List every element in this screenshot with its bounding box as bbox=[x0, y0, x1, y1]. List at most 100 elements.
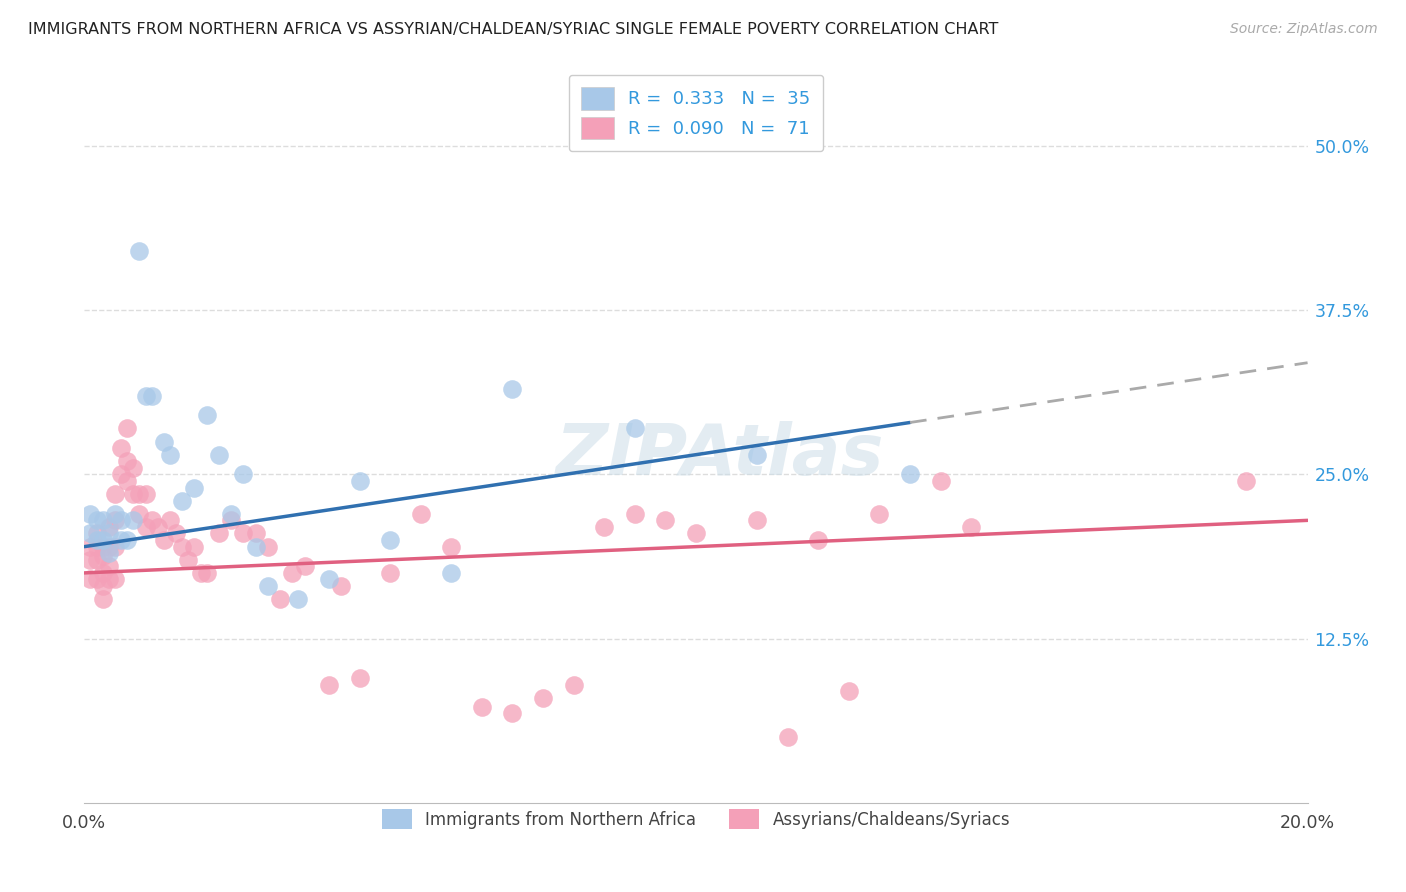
Point bbox=[91, 540, 114, 554]
Point bbox=[115, 474, 138, 488]
Point bbox=[245, 540, 267, 554]
Point bbox=[91, 579, 114, 593]
Point bbox=[380, 566, 402, 580]
Point bbox=[79, 526, 101, 541]
Point bbox=[86, 540, 108, 554]
Point bbox=[330, 579, 353, 593]
Point bbox=[97, 520, 120, 534]
Point bbox=[104, 513, 127, 527]
Point bbox=[110, 533, 132, 547]
Point bbox=[294, 559, 316, 574]
Point bbox=[502, 706, 524, 721]
Point bbox=[122, 460, 145, 475]
Point bbox=[624, 507, 647, 521]
Point bbox=[562, 677, 585, 691]
Point bbox=[122, 513, 145, 527]
Point bbox=[97, 526, 120, 541]
Point bbox=[172, 540, 194, 554]
Point bbox=[159, 513, 181, 527]
Point bbox=[208, 526, 231, 541]
Point bbox=[91, 566, 114, 580]
Point bbox=[287, 592, 309, 607]
Point bbox=[86, 573, 108, 587]
Point bbox=[91, 513, 114, 527]
Point bbox=[91, 533, 114, 547]
Point bbox=[349, 474, 371, 488]
Point bbox=[269, 592, 291, 607]
Point bbox=[97, 559, 120, 574]
Point bbox=[869, 507, 891, 521]
Point bbox=[654, 513, 676, 527]
Point bbox=[318, 677, 340, 691]
Point bbox=[153, 533, 176, 547]
Point bbox=[91, 549, 114, 563]
Point bbox=[104, 487, 127, 501]
Point bbox=[349, 671, 371, 685]
Point bbox=[128, 507, 150, 521]
Text: Source: ZipAtlas.com: Source: ZipAtlas.com bbox=[1230, 22, 1378, 37]
Point bbox=[685, 526, 707, 541]
Point bbox=[409, 507, 432, 521]
Point bbox=[141, 388, 163, 402]
Point bbox=[135, 388, 157, 402]
Point bbox=[232, 526, 254, 541]
Point bbox=[232, 467, 254, 482]
Point bbox=[257, 579, 280, 593]
Point bbox=[593, 520, 616, 534]
Legend: Immigrants from Northern Africa, Assyrians/Chaldeans/Syriacs: Immigrants from Northern Africa, Assyria… bbox=[374, 801, 1018, 838]
Point bbox=[183, 540, 205, 554]
Point bbox=[440, 540, 463, 554]
Point bbox=[153, 434, 176, 449]
Point bbox=[747, 513, 769, 527]
Point bbox=[115, 454, 138, 468]
Point bbox=[318, 573, 340, 587]
Point bbox=[838, 684, 860, 698]
Point bbox=[97, 540, 120, 554]
Point bbox=[257, 540, 280, 554]
Point bbox=[807, 533, 830, 547]
Point bbox=[79, 553, 101, 567]
Point bbox=[135, 520, 157, 534]
Point bbox=[104, 540, 127, 554]
Point bbox=[190, 566, 212, 580]
Point bbox=[115, 421, 138, 435]
Point bbox=[380, 533, 402, 547]
Point bbox=[104, 507, 127, 521]
Point bbox=[97, 546, 120, 560]
Point bbox=[177, 553, 200, 567]
Point bbox=[471, 699, 494, 714]
Point bbox=[172, 493, 194, 508]
Point bbox=[110, 513, 132, 527]
Point bbox=[281, 566, 304, 580]
Point bbox=[79, 573, 101, 587]
Point bbox=[195, 566, 218, 580]
Point bbox=[115, 533, 138, 547]
Text: IMMIGRANTS FROM NORTHERN AFRICA VS ASSYRIAN/CHALDEAN/SYRIAC SINGLE FEMALE POVERT: IMMIGRANTS FROM NORTHERN AFRICA VS ASSYR… bbox=[28, 22, 998, 37]
Text: ZIPAtlas: ZIPAtlas bbox=[557, 422, 884, 491]
Point bbox=[898, 467, 921, 482]
Point bbox=[146, 520, 169, 534]
Point bbox=[86, 513, 108, 527]
Point bbox=[128, 487, 150, 501]
Point bbox=[159, 448, 181, 462]
Point bbox=[219, 513, 242, 527]
Point bbox=[79, 540, 101, 554]
Point bbox=[104, 573, 127, 587]
Point bbox=[122, 487, 145, 501]
Point bbox=[86, 533, 108, 547]
Point bbox=[960, 520, 983, 534]
Point bbox=[776, 730, 799, 744]
Point bbox=[1236, 474, 1258, 488]
Point bbox=[208, 448, 231, 462]
Point bbox=[502, 382, 524, 396]
Point bbox=[440, 566, 463, 580]
Point bbox=[183, 481, 205, 495]
Point bbox=[79, 507, 101, 521]
Point bbox=[86, 526, 108, 541]
Point bbox=[110, 441, 132, 455]
Point bbox=[135, 487, 157, 501]
Point bbox=[531, 690, 554, 705]
Point bbox=[97, 573, 120, 587]
Point bbox=[747, 448, 769, 462]
Point bbox=[165, 526, 187, 541]
